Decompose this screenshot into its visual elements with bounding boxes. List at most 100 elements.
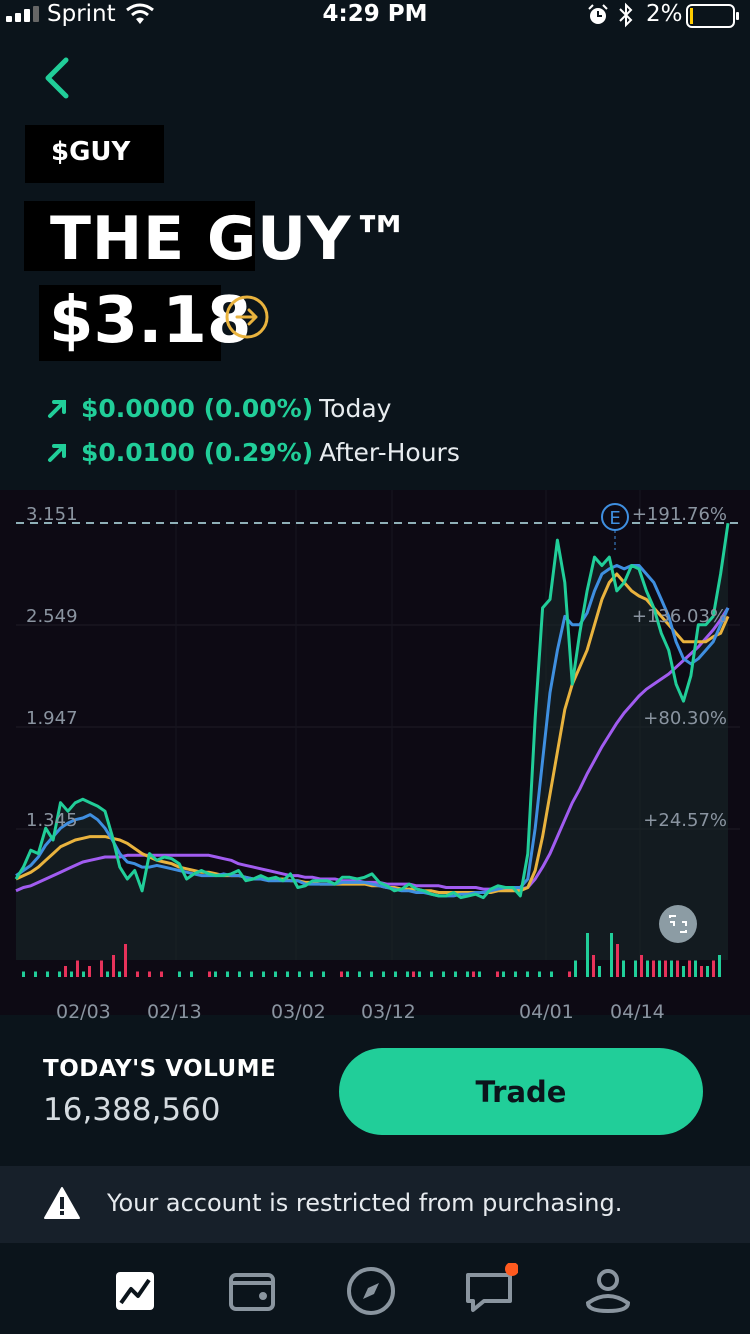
volume-bar <box>106 971 109 977</box>
tab-profile[interactable] <box>580 1263 636 1319</box>
ticker-symbol: $GUY <box>51 137 131 167</box>
tab-discover[interactable] <box>343 1263 399 1319</box>
volume-bar <box>298 971 301 977</box>
volume-bar <box>214 971 217 977</box>
volume-bar <box>100 960 103 977</box>
percent-tick-label: +191.76% <box>632 504 727 525</box>
after-hours-change: $0.0100 (0.29%) After-Hours <box>47 437 460 469</box>
volume-bar <box>610 933 613 977</box>
volume-bar <box>358 971 361 977</box>
volume-bar <box>640 955 643 977</box>
tab-chart[interactable] <box>107 1263 163 1319</box>
volume-bar <box>148 971 151 977</box>
x-label: 03/12 <box>361 1001 416 1023</box>
volume-bar <box>700 966 703 977</box>
volume-bar <box>514 971 517 977</box>
today-change: $0.0000 (0.00%) Today <box>47 393 391 425</box>
volume-bar <box>124 944 127 977</box>
volume-bar <box>64 966 67 977</box>
volume-bar <box>208 971 211 977</box>
volume-bar <box>34 971 37 977</box>
today-change-label: Today <box>319 394 392 423</box>
volume-bar <box>418 971 421 977</box>
signal-icon <box>6 6 39 22</box>
messages-icon <box>466 1263 518 1312</box>
volume-bar <box>712 960 715 977</box>
company-name: THE GUY™ <box>50 204 413 274</box>
volume-bar <box>550 971 553 977</box>
volume-bar <box>472 971 475 977</box>
volume-bar <box>442 971 445 977</box>
series-line <box>15 572 730 894</box>
volume-bar <box>568 971 571 977</box>
volume-bar <box>226 971 229 977</box>
volume-bar <box>616 944 619 977</box>
volume-bar <box>382 971 385 977</box>
volume-bar <box>664 960 667 977</box>
percent-tick-label: +24.57% <box>643 810 727 831</box>
volume-bar <box>112 955 115 977</box>
volume-bar <box>688 960 691 977</box>
volume-bar <box>160 971 163 977</box>
x-label: 02/03 <box>56 1001 111 1023</box>
volume-bar <box>394 971 397 977</box>
back-button[interactable] <box>38 55 78 101</box>
x-label: 03/02 <box>271 1001 326 1023</box>
price-area <box>16 523 728 960</box>
y-tick-label: 1.947 <box>26 708 78 729</box>
battery-percent: 2% <box>646 1 683 27</box>
volume-title: TODAY'S VOLUME <box>43 1056 277 1082</box>
volume-bar <box>670 960 673 977</box>
volume-bar <box>58 971 61 977</box>
price-arrow-icon[interactable] <box>224 294 270 340</box>
after-hours-change-label: After-Hours <box>319 438 460 467</box>
volume-bar <box>274 971 277 977</box>
earnings-marker[interactable]: E <box>601 503 629 550</box>
x-label: 04/01 <box>519 1001 574 1023</box>
volume-value: 16,388,560 <box>43 1092 221 1128</box>
volume-bar <box>322 971 325 977</box>
restriction-message: Your account is restricted from purchasi… <box>107 1189 623 1217</box>
volume-bar <box>574 960 577 977</box>
today-change-value: $0.0000 (0.00%) <box>81 394 314 423</box>
volume-bar <box>598 966 601 977</box>
volume-bar <box>136 971 139 977</box>
chart-canvas[interactable]: 3.151 2.549 1.947 1.345 +191.76% +136.03% +80.… <box>0 490 750 1015</box>
volume-bar <box>370 971 373 977</box>
volume-bar <box>676 960 679 977</box>
volume-bar <box>634 960 637 977</box>
volume-bar <box>76 960 79 977</box>
trade-button[interactable]: Trade <box>339 1048 703 1135</box>
wifi-icon <box>126 3 154 24</box>
volume-bar <box>592 955 595 977</box>
volume-bar <box>88 966 91 977</box>
name-highlight <box>24 201 255 271</box>
volume-bar <box>652 960 655 977</box>
compass-icon <box>347 1267 395 1315</box>
tab-wallet[interactable] <box>224 1263 280 1319</box>
volume-bar <box>70 971 73 977</box>
volume-bar <box>526 971 529 977</box>
volume-bar <box>412 971 415 977</box>
battery-icon <box>686 4 739 28</box>
volume-bar <box>478 971 481 977</box>
series-line <box>15 564 730 898</box>
volume-bar <box>466 971 469 977</box>
volume-bar <box>118 971 121 977</box>
volume-bar <box>346 971 349 977</box>
fullscreen-button[interactable] <box>659 905 697 943</box>
volume-bar <box>178 971 181 977</box>
price-chart[interactable]: 3.151 2.549 1.947 1.345 +191.76% +136.03% +80.… <box>0 490 750 1015</box>
profile-icon <box>585 1269 631 1314</box>
percent-tick-label: +136.03% <box>632 606 727 627</box>
volume-bar <box>46 971 49 977</box>
carrier-label: Sprint <box>47 1 116 27</box>
volume-bar <box>250 971 253 977</box>
tab-messages[interactable] <box>462 1263 518 1319</box>
notification-dot <box>505 1263 518 1276</box>
earnings-marker-label: E <box>609 508 620 529</box>
bluetooth-icon <box>619 2 633 28</box>
current-price: $3.18 <box>49 284 252 358</box>
x-label: 04/14 <box>610 1001 665 1023</box>
x-label: 02/13 <box>147 1001 202 1023</box>
